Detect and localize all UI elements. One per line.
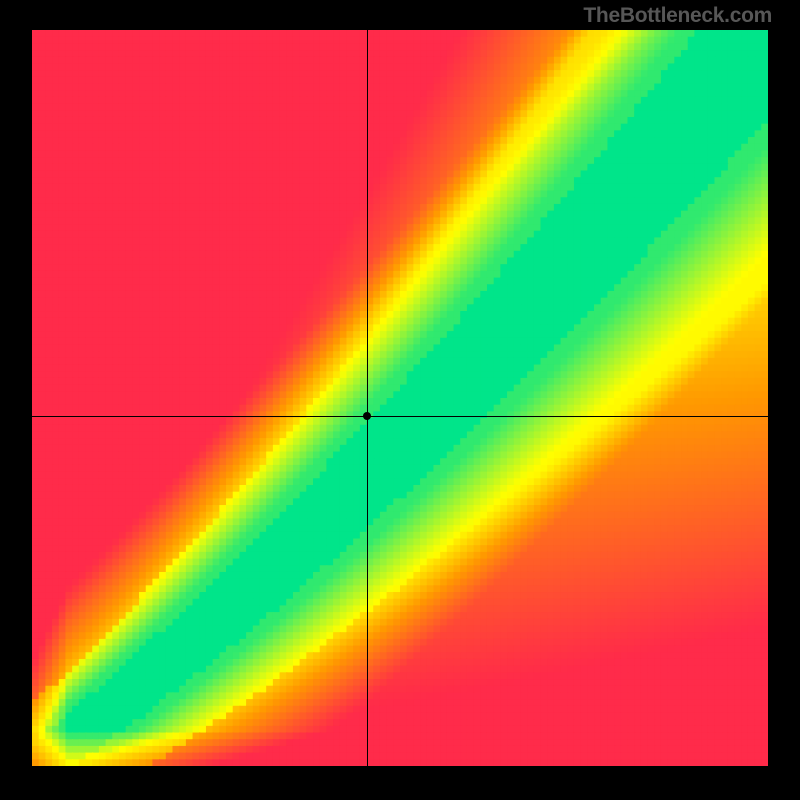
crosshair-vertical bbox=[367, 30, 368, 766]
crosshair-horizontal bbox=[32, 416, 768, 417]
heatmap-canvas bbox=[32, 30, 768, 766]
plot-area bbox=[32, 30, 768, 766]
crosshair-marker bbox=[363, 412, 371, 420]
watermark-text: TheBottleneck.com bbox=[583, 4, 772, 28]
